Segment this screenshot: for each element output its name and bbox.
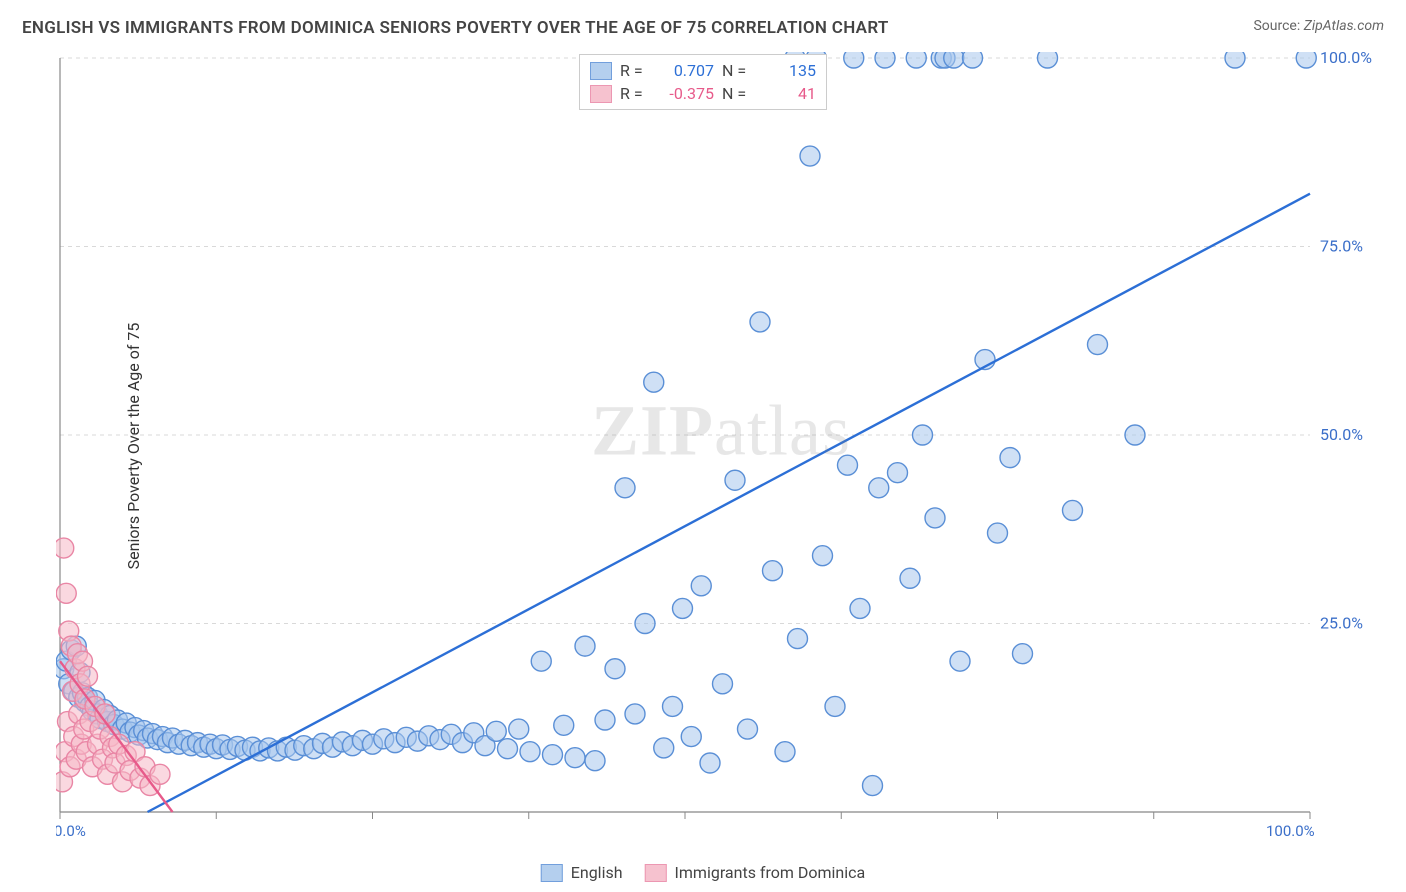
legend-swatch	[541, 864, 563, 882]
data-point	[150, 764, 170, 784]
data-point	[1063, 500, 1083, 520]
data-point	[775, 742, 795, 762]
data-point	[800, 146, 820, 166]
data-point	[850, 598, 870, 618]
data-point	[906, 52, 926, 68]
data-point	[1296, 52, 1316, 68]
series-swatch	[590, 85, 612, 103]
data-point	[575, 636, 595, 656]
y-tick-label: 75.0%	[1320, 237, 1363, 256]
data-point	[863, 776, 883, 796]
stat-value-n: 135	[758, 61, 816, 80]
data-point	[635, 614, 655, 634]
data-point	[925, 508, 945, 528]
data-point	[1088, 335, 1108, 355]
chart-title: ENGLISH VS IMMIGRANTS FROM DOMINICA SENI…	[22, 18, 1384, 38]
y-tick-label: 100.0%	[1320, 52, 1372, 67]
stats-row: R = 0.707 N = 135	[590, 59, 816, 82]
data-point	[1013, 644, 1033, 664]
data-point	[1000, 448, 1020, 468]
data-point	[625, 704, 645, 724]
data-point	[838, 455, 858, 475]
series-english	[56, 52, 1316, 812]
plot-area: 25.0%50.0%75.0%100.0%0.0%100.0% ZIPatlas	[56, 52, 1386, 842]
data-point	[713, 674, 733, 694]
data-point	[673, 598, 693, 618]
data-point	[1125, 425, 1145, 445]
data-point	[644, 372, 664, 392]
x-tick-label: 0.0%	[56, 822, 86, 840]
data-point	[691, 576, 711, 596]
legend-swatch	[645, 864, 667, 882]
source-value: ZipAtlas.com	[1304, 18, 1384, 34]
stat-label-n: N =	[722, 84, 750, 103]
source-attribution: Source: ZipAtlas.com	[1253, 18, 1384, 34]
data-point	[520, 742, 540, 762]
data-point	[913, 425, 933, 445]
y-tick-label: 25.0%	[1320, 614, 1363, 633]
data-point	[869, 478, 889, 498]
stat-label-n: N =	[722, 61, 750, 80]
stats-row: R = -0.375 N = 41	[590, 82, 816, 105]
data-point	[900, 568, 920, 588]
data-point	[763, 561, 783, 581]
data-point	[498, 739, 518, 759]
legend-item: Immigrants from Dominica	[645, 863, 866, 882]
data-point	[681, 727, 701, 747]
data-point	[531, 651, 551, 671]
data-point	[1038, 52, 1058, 68]
data-point	[78, 666, 98, 686]
data-point	[750, 312, 770, 332]
data-point	[56, 583, 76, 603]
series-swatch	[590, 62, 612, 80]
stat-value-r: 0.707	[656, 61, 714, 80]
data-point	[554, 715, 574, 735]
x-tick-label: 100.0%	[1266, 822, 1315, 840]
data-point	[844, 52, 864, 68]
data-point	[56, 538, 74, 558]
data-point	[813, 546, 833, 566]
data-point	[615, 478, 635, 498]
data-point	[950, 651, 970, 671]
trend-line	[148, 194, 1311, 812]
data-point	[663, 696, 683, 716]
stat-label-r: R =	[620, 84, 648, 103]
data-point	[875, 52, 895, 68]
data-point	[585, 751, 605, 771]
correlation-stats-box: R = 0.707 N = 135 R = -0.375 N = 41	[579, 54, 827, 110]
data-point	[543, 745, 563, 765]
data-point	[888, 463, 908, 483]
legend-label: English	[571, 863, 623, 882]
data-point	[963, 52, 983, 68]
source-label: Source:	[1253, 18, 1300, 34]
data-point	[1225, 52, 1245, 68]
data-point	[654, 738, 674, 758]
series-immigrants-from-dominica	[56, 538, 173, 812]
data-point	[944, 52, 964, 68]
scatter-plot-svg: 25.0% 50.0% 75.0% 100.0% 0.0% 100.0%	[56, 52, 1386, 842]
data-point	[738, 719, 758, 739]
legend-item: English	[541, 863, 623, 882]
data-point	[565, 748, 585, 768]
data-point	[486, 721, 506, 741]
bottom-legend: English Immigrants from Dominica	[541, 863, 865, 882]
data-point	[595, 710, 615, 730]
stat-label-r: R =	[620, 61, 648, 80]
stat-value-n: 41	[758, 84, 816, 103]
legend-label: Immigrants from Dominica	[675, 863, 866, 882]
data-point	[700, 753, 720, 773]
data-point	[725, 470, 745, 490]
stat-value-r: -0.375	[656, 84, 714, 103]
y-tick-label: 50.0%	[1320, 425, 1363, 444]
data-point	[988, 523, 1008, 543]
data-point	[825, 696, 845, 716]
data-point	[788, 629, 808, 649]
data-point	[509, 719, 529, 739]
data-point	[605, 659, 625, 679]
